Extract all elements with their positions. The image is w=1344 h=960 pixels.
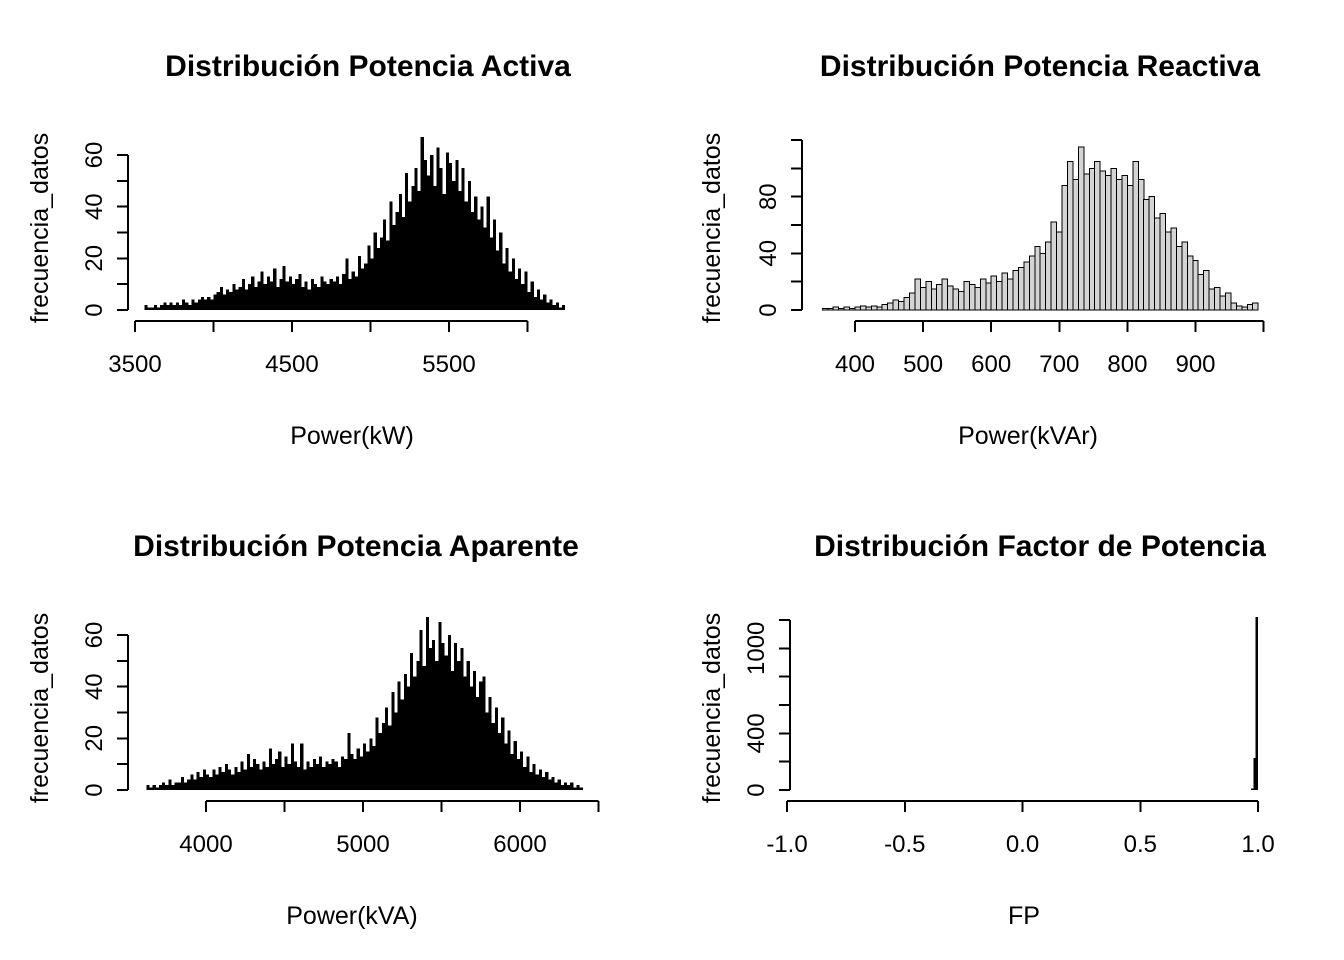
- y-tick-label: 80: [755, 183, 782, 210]
- x-tick-label: 5500: [422, 351, 475, 378]
- chart-title: Distribución Potencia Aparente: [133, 530, 579, 563]
- y-tick-label: 40: [81, 673, 108, 700]
- chart-title: Distribución Potencia Activa: [165, 50, 571, 83]
- chart-title: Distribución Potencia Reactiva: [820, 50, 1260, 83]
- x-tick-label: 800: [1107, 351, 1147, 378]
- x-axis-label: Power(kW): [290, 422, 414, 450]
- x-tick-label: 900: [1175, 351, 1215, 378]
- y-tick-label: 60: [81, 622, 108, 649]
- y-tick-label: 20: [81, 245, 108, 272]
- y-tick-label: 60: [81, 142, 108, 169]
- histogram-bars: [146, 616, 583, 790]
- plot-area: 3500 4500 5500 0 20 40 60: [81, 136, 566, 378]
- chart-title: Distribución Factor de Potencia: [814, 530, 1266, 563]
- x-tick-label: 0.0: [1006, 831, 1039, 858]
- y-axis-label: frecuencia_datos: [26, 613, 54, 803]
- x-tick-label: 5000: [336, 831, 389, 858]
- tick-labels: 4000 5000 6000 0 20 40 60: [81, 622, 547, 858]
- x-tick-label: 1.0: [1241, 831, 1274, 858]
- y-axis-label: frecuencia_datos: [698, 133, 726, 323]
- y-axis-label: frecuencia_datos: [26, 133, 54, 323]
- x-tick-label: 4000: [179, 831, 232, 858]
- x-tick-label: 3500: [108, 351, 161, 378]
- y-tick-label: 40: [755, 240, 782, 267]
- axes: [117, 154, 529, 332]
- plot-area: -1.0 -0.5 0.0 0.5 1.0 0 400 1000: [743, 617, 1275, 858]
- x-axis-label: Power(kVA): [286, 902, 418, 930]
- histogram-bars: [1250, 617, 1258, 790]
- y-tick-label: 0: [755, 303, 782, 316]
- y-tick-label: 0: [743, 783, 770, 796]
- x-tick-label: 4500: [265, 351, 318, 378]
- axes: [791, 138, 1265, 332]
- x-axis-label: FP: [1008, 902, 1040, 930]
- x-tick-label: 700: [1039, 351, 1079, 378]
- x-tick-label: -1.0: [766, 831, 807, 858]
- x-axis-label: Power(kVAr): [958, 422, 1098, 450]
- tick-labels: 3500 4500 5500 0 20 40 60: [81, 142, 476, 378]
- panel-potencia-aparente: Distribución Potencia Aparente Power(kVA…: [26, 530, 600, 930]
- panel-factor-potencia: Distribución Factor de Potencia FP frecu…: [698, 530, 1275, 930]
- y-tick-label: 400: [743, 713, 770, 753]
- x-tick-label: 0.5: [1124, 831, 1157, 858]
- y-tick-label: 0: [81, 783, 108, 796]
- y-axis-label: frecuencia_datos: [698, 613, 726, 803]
- x-tick-label: 6000: [493, 831, 546, 858]
- tick-labels: 400 500 600 700 800 900 0 40 80: [755, 183, 1216, 378]
- histogram-bars: [144, 136, 566, 310]
- axes: [117, 634, 600, 812]
- y-tick-label: 20: [81, 725, 108, 752]
- y-tick-label: 40: [81, 193, 108, 220]
- plot-area: 400 500 600 700 800 900 0 40 80: [755, 138, 1265, 378]
- panel-potencia-activa: Distribución Potencia Activa Power(kW) f…: [26, 50, 571, 450]
- histogram-bars: [821, 146, 1259, 311]
- tick-labels: -1.0 -0.5 0.0 0.5 1.0 0 400 1000: [743, 622, 1275, 858]
- x-tick-label: -0.5: [884, 831, 925, 858]
- y-tick-label: 1000: [743, 622, 770, 675]
- y-tick-label: 0: [81, 303, 108, 316]
- x-tick-label: 500: [903, 351, 943, 378]
- panel-potencia-reactiva: Distribución Potencia Reactiva Power(kVA…: [698, 50, 1265, 450]
- x-tick-label: 600: [971, 351, 1011, 378]
- axes: [779, 618, 1259, 812]
- x-tick-label: 400: [835, 351, 875, 378]
- plot-area: 4000 5000 6000 0 20 40 60: [81, 616, 600, 858]
